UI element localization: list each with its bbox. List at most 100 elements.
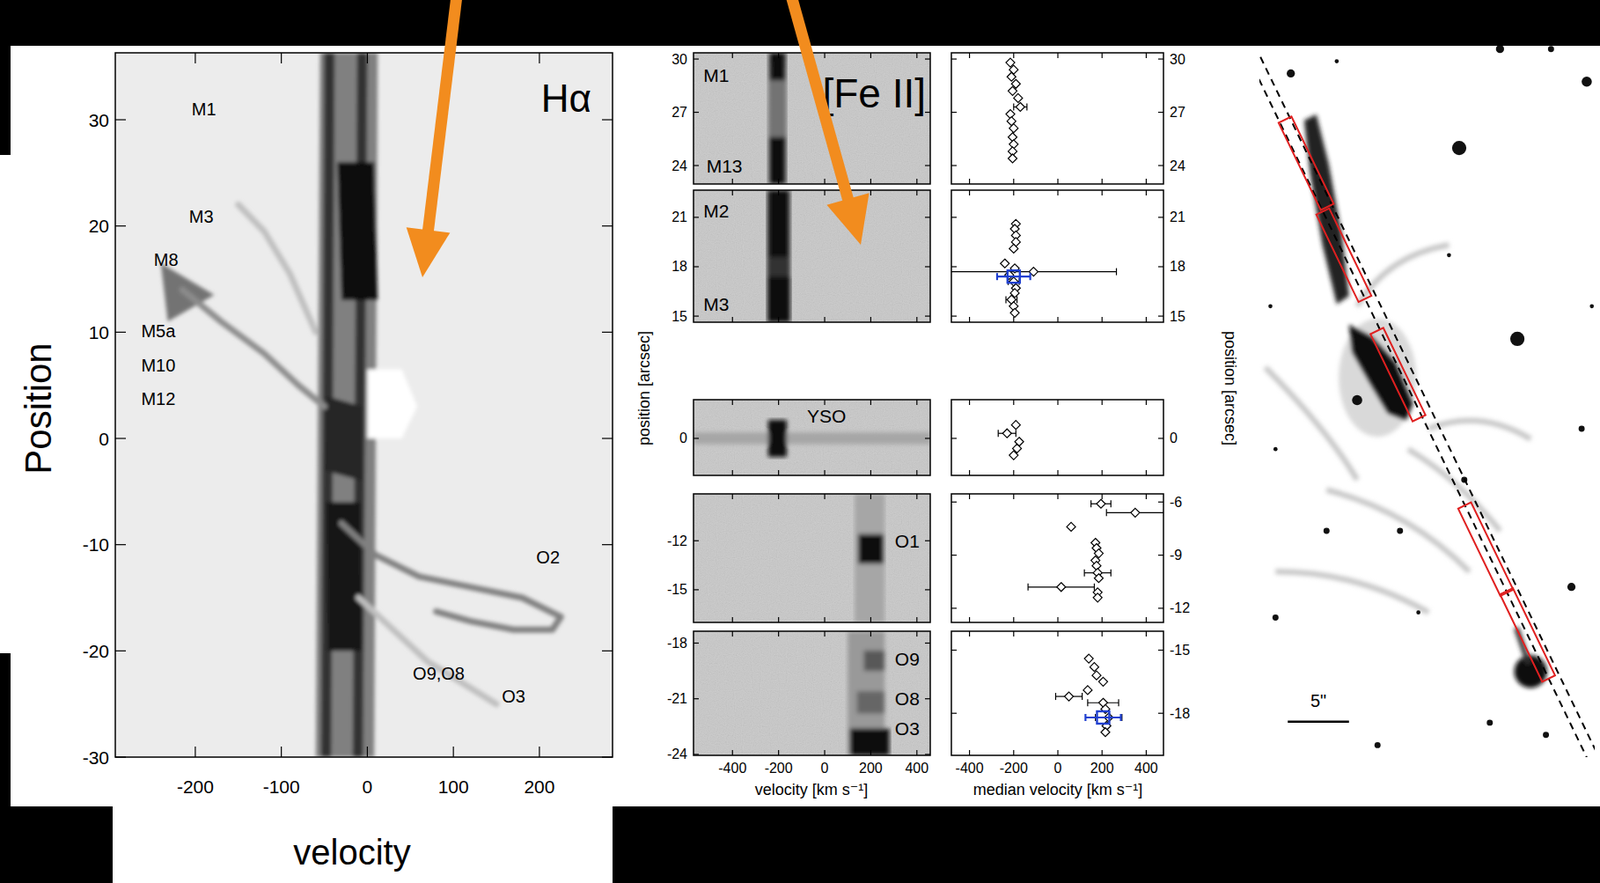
x-tick xyxy=(916,493,918,500)
plot-area xyxy=(847,631,889,756)
emission-area xyxy=(768,52,787,184)
point xyxy=(1096,499,1106,508)
point xyxy=(1093,593,1102,602)
x-tick xyxy=(1145,493,1147,500)
annotation: O2 xyxy=(535,547,560,567)
plot-area xyxy=(998,420,1024,460)
nebula-bow xyxy=(1349,324,1414,421)
y-tick xyxy=(1158,501,1164,503)
x-axis-title: median velocity [km s⁻¹] xyxy=(973,780,1144,799)
x-tick xyxy=(968,616,970,623)
y-tick xyxy=(601,650,613,652)
error-cap xyxy=(1026,102,1028,111)
error-cap xyxy=(1106,508,1108,516)
extraction-box xyxy=(1278,116,1335,210)
plot-area xyxy=(1005,58,1028,163)
plot-frame xyxy=(693,399,931,476)
x-tick xyxy=(1056,399,1058,405)
y-tick-label: 0 xyxy=(98,428,110,449)
x-tick xyxy=(823,493,825,500)
x-tick xyxy=(823,190,825,196)
y-tick xyxy=(693,58,699,59)
x-tick xyxy=(1012,399,1014,405)
error-cap xyxy=(1117,698,1119,706)
emission-line xyxy=(238,205,316,333)
error-cap xyxy=(1093,583,1095,591)
y-tick xyxy=(951,554,957,556)
point xyxy=(1009,124,1019,133)
plot-frame xyxy=(693,631,931,756)
x-tick xyxy=(1056,178,1058,184)
x-tick xyxy=(870,493,872,500)
y-tick xyxy=(693,697,699,699)
error-bar xyxy=(1085,716,1121,719)
x-tick xyxy=(916,399,918,405)
x-tick xyxy=(1056,190,1058,196)
y-tick-label: -18 xyxy=(667,635,688,651)
y-tick xyxy=(115,650,126,652)
x-tick-label: -200 xyxy=(999,760,1028,776)
x-tick xyxy=(968,316,970,323)
y-tick-label: -24 xyxy=(667,746,688,762)
x-tick xyxy=(1101,316,1103,323)
nebula-knot xyxy=(1514,654,1548,688)
y-tick-label: 18 xyxy=(671,258,688,274)
x-tick xyxy=(916,749,918,756)
plot-frame xyxy=(951,399,1164,476)
plot-area xyxy=(854,493,885,623)
x-tick xyxy=(823,616,825,623)
x-tick xyxy=(870,631,872,637)
x-tick xyxy=(732,631,734,637)
x-tick xyxy=(968,749,970,756)
plot-area xyxy=(1055,653,1122,737)
x-tick xyxy=(1056,316,1058,323)
emission-line xyxy=(182,289,324,407)
annotation: O8 xyxy=(895,688,920,709)
x-tick xyxy=(538,746,540,757)
y-tick xyxy=(601,437,613,439)
y-tick xyxy=(1158,164,1164,166)
error-bar xyxy=(997,275,1031,278)
y-tick xyxy=(115,331,126,333)
y-tick-label: -30 xyxy=(82,747,110,768)
x-tick-label: 400 xyxy=(1134,760,1159,776)
y-tick xyxy=(951,265,957,267)
y-tick xyxy=(924,540,931,542)
x-tick-label: 400 xyxy=(904,760,929,776)
annotation: YSO xyxy=(807,405,846,426)
x-tick xyxy=(1145,749,1147,756)
x-tick xyxy=(1101,190,1103,196)
x-tick xyxy=(823,399,825,405)
star xyxy=(1446,253,1452,258)
star xyxy=(1396,527,1403,534)
star xyxy=(1323,527,1330,534)
plot-frame xyxy=(951,631,1164,756)
y-axis-title: Position xyxy=(17,342,59,474)
annotation: O9 xyxy=(895,648,920,669)
y-tick xyxy=(924,265,931,267)
y-tick xyxy=(693,164,699,166)
pointer-arrow-head xyxy=(406,227,451,278)
x-tick xyxy=(916,178,918,184)
y-tick-label: -12 xyxy=(1169,600,1190,616)
annotation: M13 xyxy=(706,155,743,177)
nebula xyxy=(1265,114,1548,689)
y-tick-label: -15 xyxy=(1169,642,1190,658)
emission-line xyxy=(359,597,497,705)
slit-edge xyxy=(1259,45,1595,757)
x-tick xyxy=(1056,631,1058,637)
point xyxy=(1009,450,1019,460)
point xyxy=(1083,685,1093,695)
x-tick xyxy=(777,616,779,623)
y-tick-label: 21 xyxy=(671,209,688,225)
plot-noise xyxy=(693,190,931,323)
x-tick xyxy=(1101,493,1103,500)
emission-area xyxy=(768,276,791,323)
y-tick-label: -9 xyxy=(1169,547,1182,563)
x-tick xyxy=(777,749,779,756)
x-tick xyxy=(916,52,918,59)
y-tick xyxy=(924,697,931,699)
x-tick-label: 100 xyxy=(438,776,470,797)
x-tick xyxy=(280,52,282,64)
y-tick xyxy=(951,216,957,218)
